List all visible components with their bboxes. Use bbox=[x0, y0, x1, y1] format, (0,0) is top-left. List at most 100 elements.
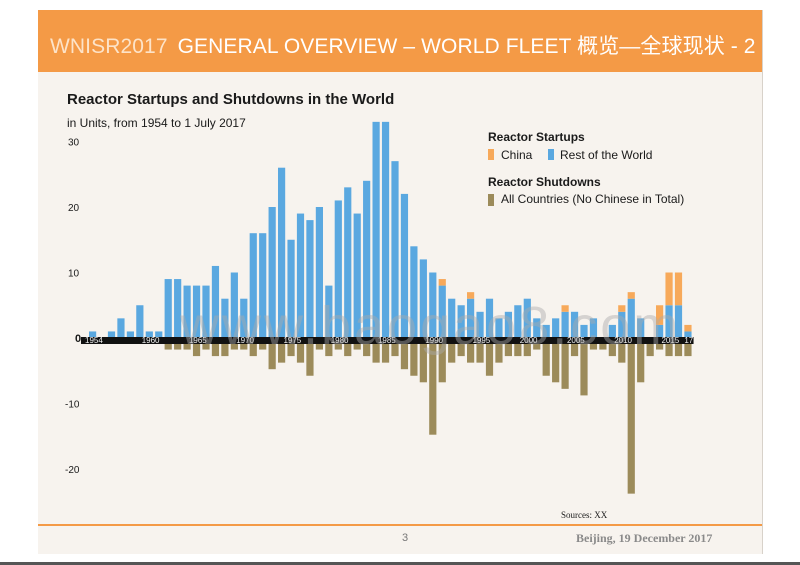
bar-rest-1993 bbox=[457, 305, 465, 338]
bar-rest-1976 bbox=[296, 213, 305, 338]
bar-rest-1972 bbox=[259, 233, 267, 338]
bar-shutdown-2010 bbox=[618, 343, 626, 363]
bar-rest-1983 bbox=[363, 180, 371, 338]
bar-shutdown-1976 bbox=[296, 343, 305, 363]
bar-shutdown-1964 bbox=[183, 343, 191, 350]
bar-rest-1965 bbox=[192, 285, 201, 338]
bar-shutdown-1994 bbox=[467, 343, 475, 363]
bar-rest-1959 bbox=[136, 305, 144, 338]
x-tick-label-2017: 17 bbox=[684, 336, 693, 345]
bar-rest-1977 bbox=[306, 220, 314, 338]
bar-shutdown-1999 bbox=[514, 343, 522, 357]
bar-rest-1970 bbox=[240, 298, 248, 338]
footer-divider bbox=[38, 524, 762, 526]
bar-shutdown-1966 bbox=[202, 343, 210, 350]
y-tick-label-20: 20 bbox=[68, 203, 80, 214]
bar-rest-1996 bbox=[485, 298, 494, 338]
bar-rest-1994 bbox=[467, 298, 475, 338]
bar-shutdown-2016 bbox=[674, 343, 683, 357]
bar-rest-2007 bbox=[589, 318, 598, 338]
bottom-border bbox=[0, 562, 800, 565]
bar-rest-1978 bbox=[315, 207, 323, 338]
bar-shutdown-2015 bbox=[665, 343, 673, 357]
x-tick-label-1995: 1995 bbox=[472, 336, 490, 345]
legend-shutdowns-label: All Countries (No Chinese in Total) bbox=[501, 192, 684, 206]
legend-startups-heading: Reactor Startups bbox=[488, 130, 585, 144]
bar-shutdown-2011 bbox=[627, 343, 635, 494]
y-tick-label-neg20: -20 bbox=[65, 465, 80, 476]
legend-shutdowns-heading: Reactor Shutdowns bbox=[488, 175, 601, 189]
bar-shutdown-1978 bbox=[315, 343, 323, 350]
bar-shutdown-1991 bbox=[438, 343, 446, 383]
bar-shutdown-1967 bbox=[211, 343, 220, 357]
bar-shutdown-1982 bbox=[353, 343, 361, 350]
bar-rest-2017 bbox=[684, 331, 692, 338]
bar-shutdown-2004 bbox=[561, 343, 569, 389]
bar-china-2011 bbox=[627, 292, 635, 299]
bar-shutdown-2002 bbox=[542, 343, 550, 376]
bar-shutdown-1962 bbox=[164, 343, 172, 350]
bar-shutdown-1979 bbox=[325, 343, 333, 357]
bar-rest-1998 bbox=[504, 311, 512, 338]
bar-rest-2006 bbox=[580, 324, 588, 338]
bar-rest-1954 bbox=[89, 331, 97, 338]
bar-shutdown-1974 bbox=[278, 343, 286, 363]
bar-rest-2010 bbox=[618, 311, 626, 338]
bar-rest-1991 bbox=[438, 285, 446, 338]
bar-rest-2009 bbox=[608, 324, 616, 338]
bar-shutdown-1995 bbox=[476, 343, 484, 363]
bar-rest-1963 bbox=[174, 279, 182, 338]
bar-shutdown-2012 bbox=[637, 343, 645, 383]
x-tick-label-2005: 2005 bbox=[567, 336, 585, 345]
x-tick-label-1954: 1954 bbox=[85, 336, 103, 345]
bar-shutdown-1990 bbox=[429, 343, 437, 435]
source-note: Sources: XX bbox=[561, 510, 608, 520]
bar-rest-1997 bbox=[495, 318, 503, 338]
bar-shutdown-1985 bbox=[381, 343, 390, 363]
bar-rest-2011 bbox=[627, 298, 635, 338]
x-tick-label-1960: 1960 bbox=[142, 336, 160, 345]
bar-rest-2003 bbox=[552, 318, 560, 338]
chart-plot: 1954 1960 1965 1970 1975 1980 1985 1990 1995 2000… bbox=[65, 121, 694, 494]
y-tick-label-30: 30 bbox=[68, 138, 80, 149]
bar-rest-1995 bbox=[476, 311, 484, 338]
bar-shutdown-1980 bbox=[334, 343, 342, 350]
bar-shutdown-1997 bbox=[495, 343, 503, 363]
bar-shutdown-2014 bbox=[656, 343, 664, 350]
legend-china-label: China bbox=[501, 148, 533, 162]
bar-rest-1957 bbox=[117, 318, 125, 338]
bar-rest-2002 bbox=[542, 324, 550, 338]
watermark-text: www.baogao8.com bbox=[180, 296, 682, 356]
header-main-title: GENERAL OVERVIEW – WORLD FLEET 概览—全球现状 -… bbox=[177, 35, 756, 58]
bar-shutdown-1965 bbox=[192, 343, 201, 357]
x-tick-label-1985: 1985 bbox=[378, 336, 396, 345]
bar-shutdown-2000 bbox=[523, 343, 531, 357]
bar-china-2016 bbox=[674, 272, 683, 306]
bar-shutdown-1977 bbox=[306, 343, 314, 376]
bar-rest-1968 bbox=[221, 298, 229, 338]
bar-shutdown-1998 bbox=[504, 343, 512, 357]
bar-shutdown-2009 bbox=[608, 343, 616, 357]
bar-shutdown-1970 bbox=[240, 343, 248, 350]
legend-rest-label: Rest of the World bbox=[560, 148, 652, 162]
y-tick-label-0: 0 bbox=[75, 333, 81, 345]
footer-date: Beijing, 19 December 2017 bbox=[576, 531, 713, 545]
bar-rest-1980 bbox=[334, 200, 342, 338]
bar-shutdown-1963 bbox=[174, 343, 182, 350]
bar-rest-1956 bbox=[107, 331, 116, 338]
bar-shutdown-1993 bbox=[457, 343, 465, 357]
bar-china-2004 bbox=[561, 305, 569, 312]
bar-shutdown-1989 bbox=[419, 343, 427, 383]
chart-title: Reactor Startups and Shutdowns in the Wo… bbox=[67, 91, 395, 108]
x-tick-label-2010: 2010 bbox=[614, 336, 632, 345]
bar-shutdown-2008 bbox=[599, 343, 607, 350]
bar-shutdown-2001 bbox=[533, 343, 541, 350]
bar-rest-1961 bbox=[155, 331, 163, 338]
bar-china-1991 bbox=[438, 279, 446, 286]
bar-rest-1958 bbox=[126, 331, 134, 338]
bar-shutdown-2003 bbox=[552, 343, 560, 383]
x-tick-label-1980: 1980 bbox=[331, 336, 349, 345]
bar-rest-1967 bbox=[211, 265, 220, 338]
header-banner: WNISR2017 GENERAL OVERVIEW – WORLD FLEET … bbox=[38, 10, 762, 72]
bar-shutdown-2013 bbox=[646, 343, 654, 357]
